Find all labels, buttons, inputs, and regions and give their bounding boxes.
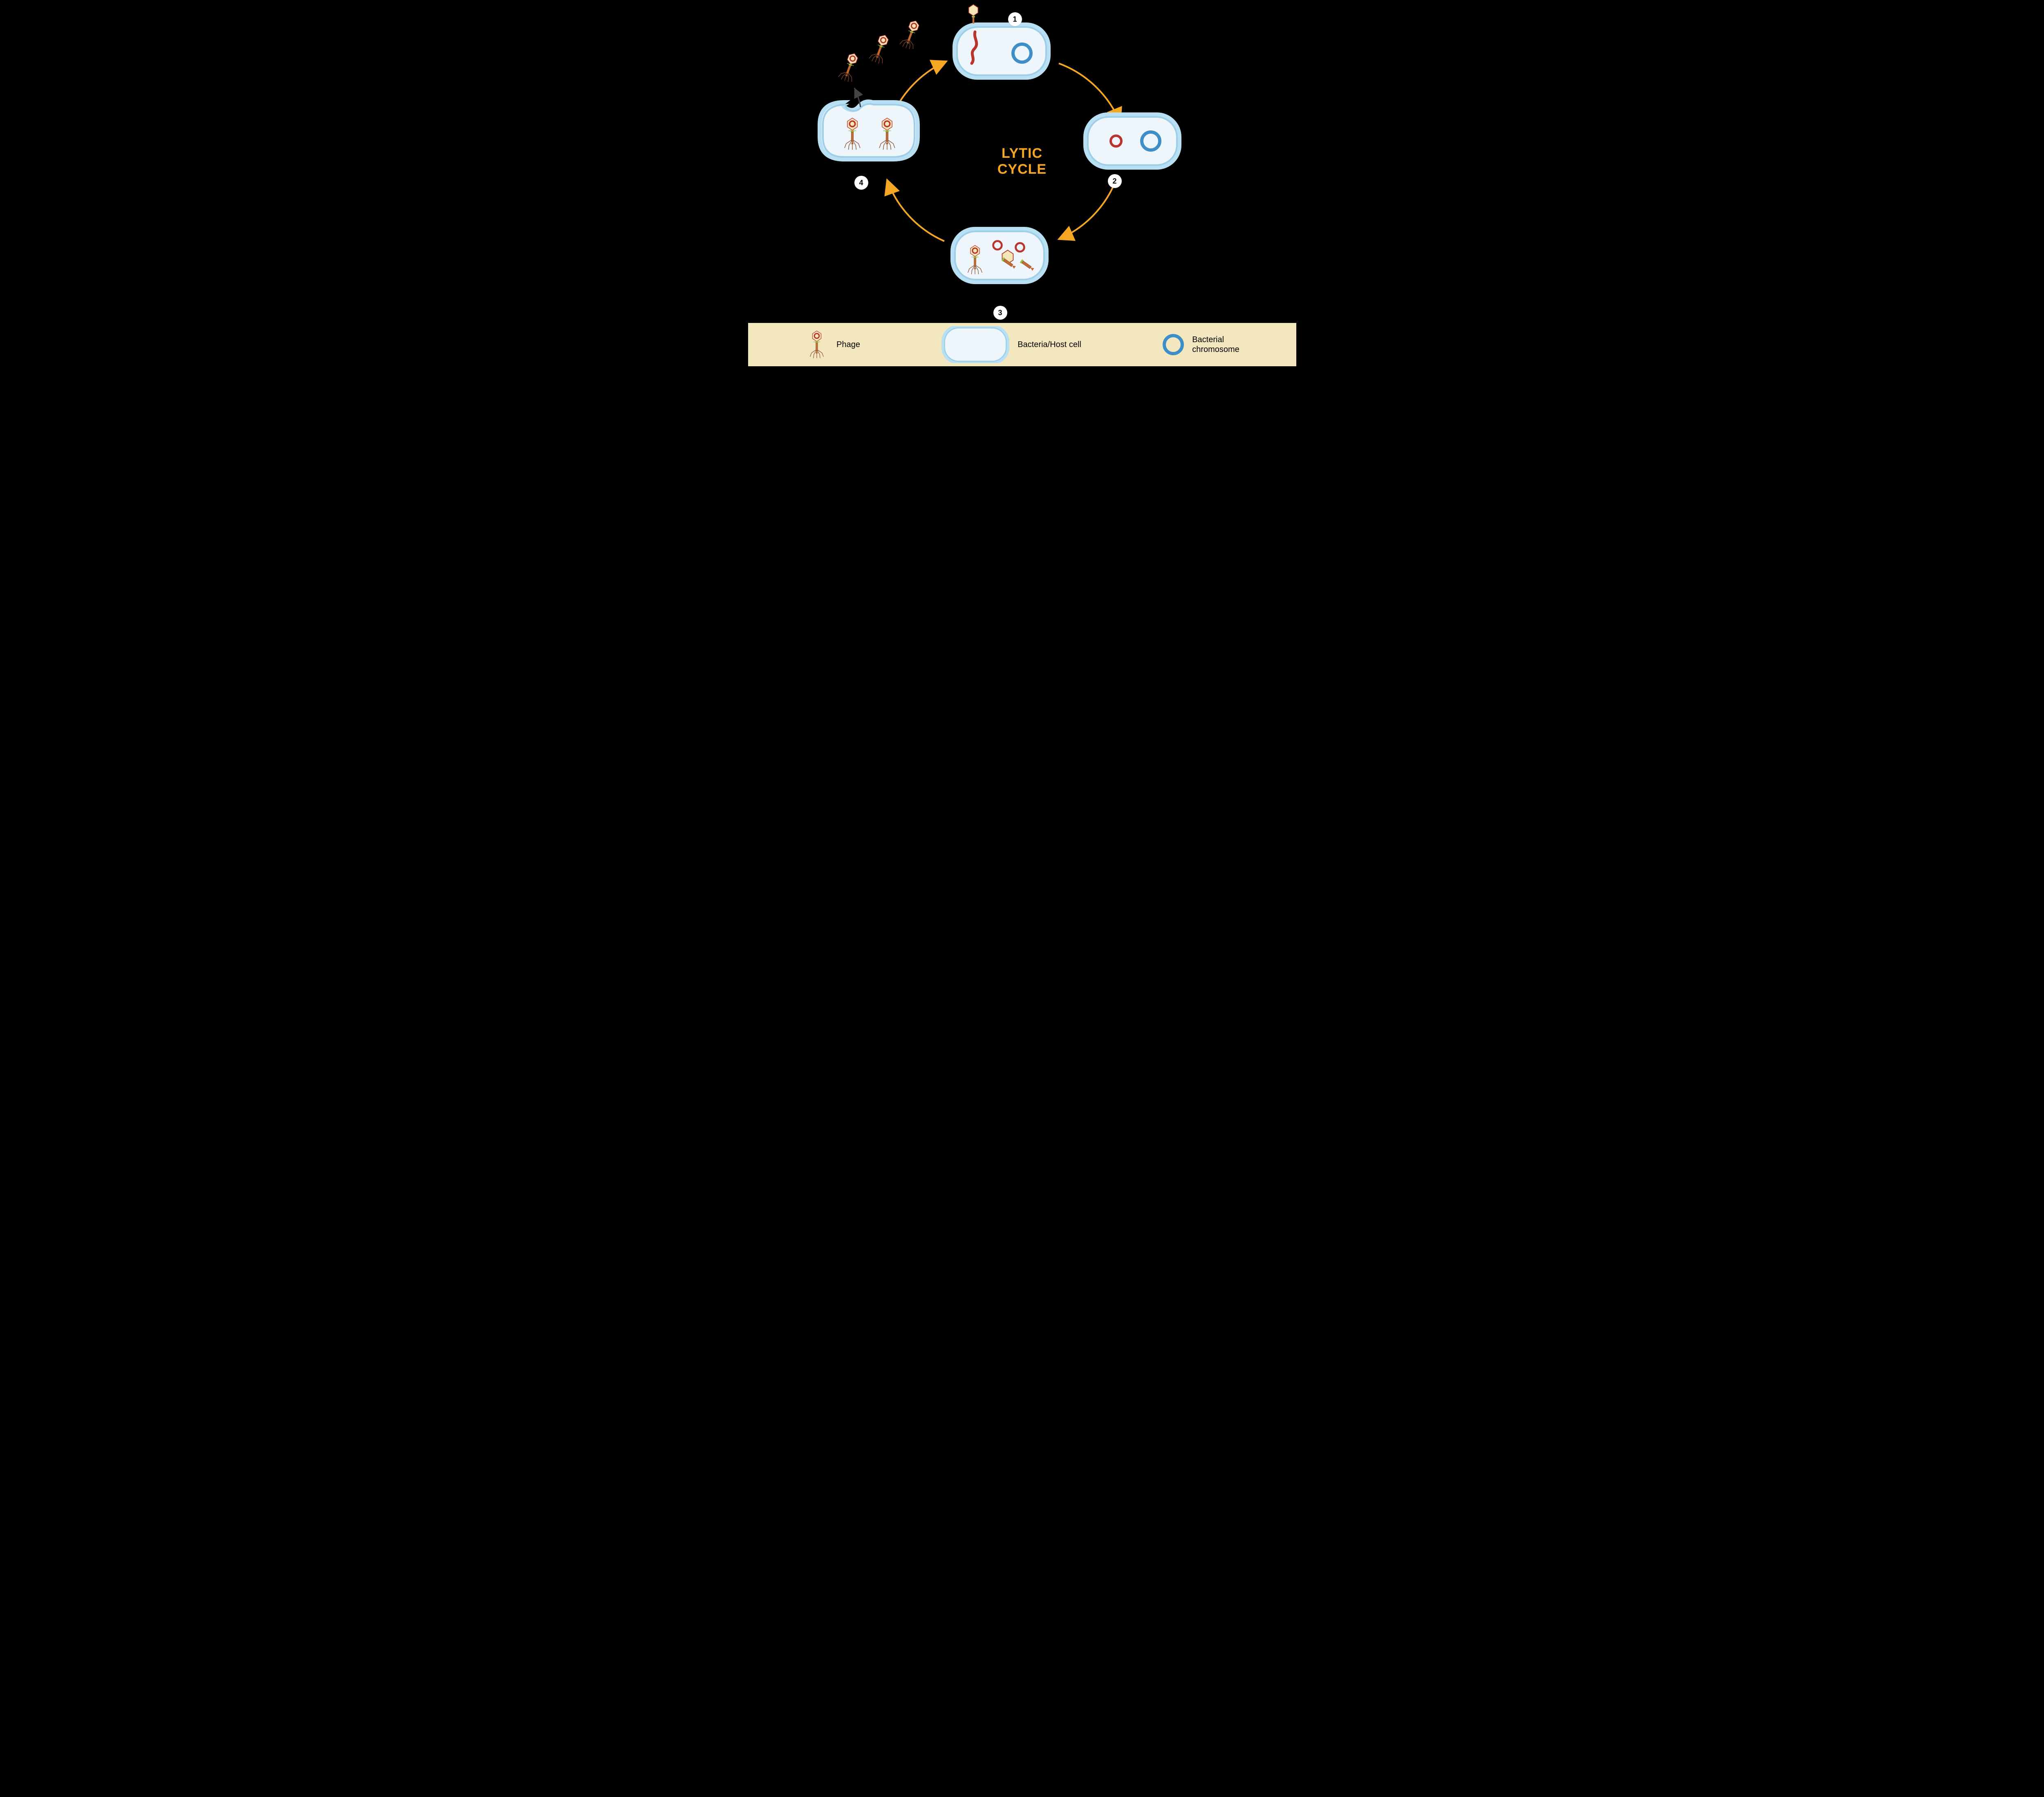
phage-icon: [805, 327, 829, 362]
host-cell-icon: [941, 326, 1010, 363]
legend-item-host: Bacteria/Host cell: [941, 326, 1081, 363]
legend-chrom-line1: Bacterial: [1192, 335, 1224, 344]
stage-2-cell: [1085, 114, 1179, 168]
legend-label-chromosome: Bacterial chromosome: [1192, 335, 1239, 354]
step-badge-1: 1: [1008, 12, 1022, 26]
escaping-phages: [838, 18, 922, 83]
legend-label-host: Bacteria/Host cell: [1018, 340, 1081, 350]
title-line2: CYCLE: [997, 161, 1047, 177]
diagram-title: LYTIC CYCLE: [997, 146, 1047, 177]
legend-label-phage: Phage: [836, 340, 860, 350]
lytic-cycle-diagram: LYTIC CYCLE 1 2 3 4: [748, 0, 1296, 323]
legend-item-chromosome: Bacterial chromosome: [1162, 333, 1239, 356]
title-line1: LYTIC: [997, 146, 1047, 161]
stage-4-cell: [820, 88, 918, 159]
stage-1-cell: [955, 4, 1049, 78]
legend-band: Phage Bacteria/Host cell Bacterial chrom…: [748, 323, 1296, 366]
step-badge-2: 2: [1108, 174, 1122, 188]
step-badge-4: 4: [854, 176, 868, 190]
chromosome-icon: [1162, 333, 1185, 356]
step-badge-3: 3: [993, 306, 1007, 320]
legend-chrom-line2: chromosome: [1192, 345, 1239, 354]
stage-3-cell: [953, 229, 1047, 282]
legend-item-phage: Phage: [805, 327, 860, 362]
